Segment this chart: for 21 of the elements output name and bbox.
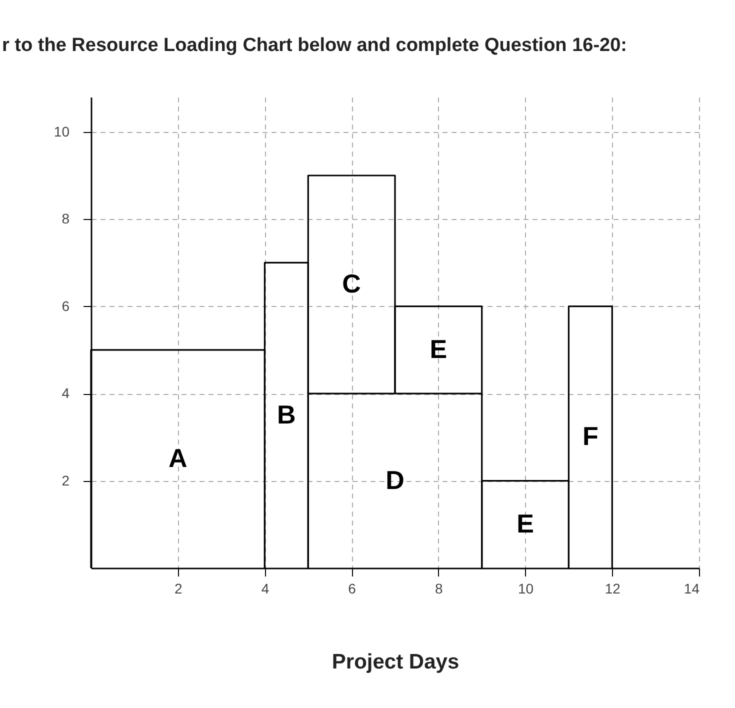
series-label: B [277, 399, 296, 430]
series-label: C [342, 268, 362, 299]
y-tick-label: 8 [62, 210, 70, 227]
y-tick-label: 6 [62, 298, 70, 314]
y-tick-label: 10 [54, 123, 70, 140]
x-tick-label: 8 [435, 580, 444, 596]
x-axis-title: Project Days [332, 650, 460, 674]
series-label: F [582, 421, 598, 452]
x-tick-label: 12 [604, 580, 621, 596]
x-tick-label: 4 [261, 580, 270, 596]
text: D [386, 464, 404, 495]
x-tick-label: 14 [684, 580, 700, 596]
y-tick-label: 2 [62, 472, 70, 488]
text: A [168, 442, 188, 473]
series-label: E [430, 334, 448, 364]
y-tick-label: 4 [62, 385, 70, 402]
x-tick-label: 6 [348, 580, 356, 596]
x-tick-label: 10 [518, 580, 534, 596]
chart-title: r to the Resource Loading Chart below and complete Question 16-20: [2, 35, 627, 56]
x-tick-label: 2 [174, 580, 182, 596]
series-label: E [516, 508, 534, 538]
